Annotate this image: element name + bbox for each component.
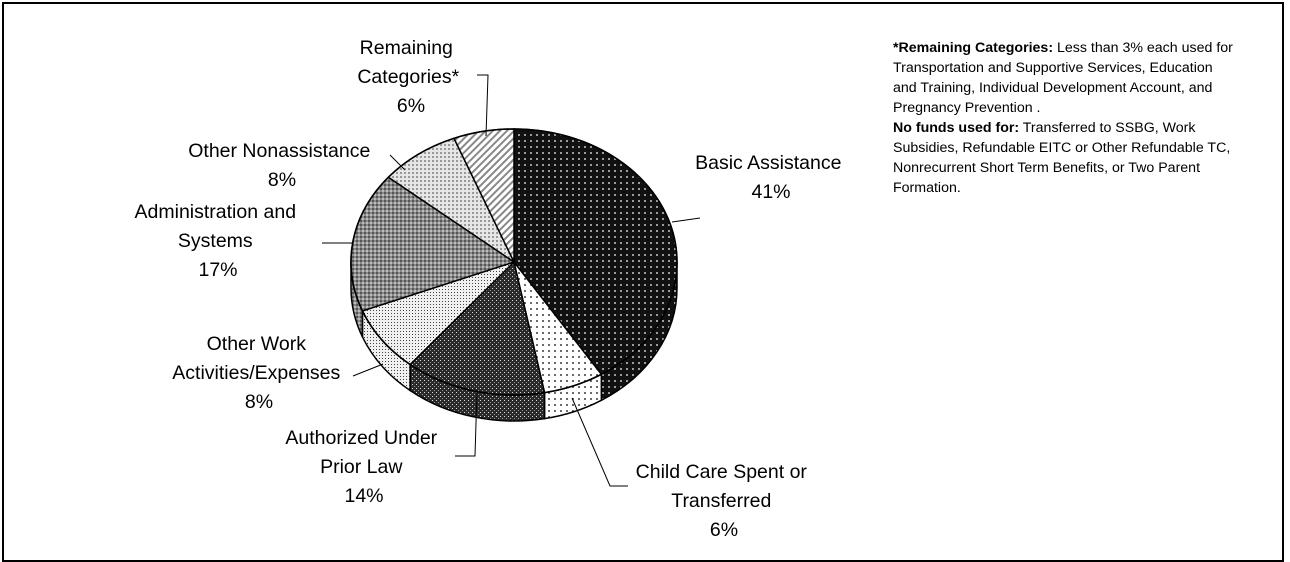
label-remaining-line1: Remaining (360, 37, 453, 59)
label-basic: Basic Assistance 41% (695, 152, 847, 203)
footnote-panel: *Remaining Categories: Less than 3% each… (893, 38, 1233, 198)
label-basic-line1: Basic Assistance (695, 152, 841, 174)
leader-priorlaw (455, 389, 478, 457)
label-nonassistance-pct: 8% (268, 169, 296, 191)
pie-outer-ring (350, 128, 678, 396)
label-childcare-line1: Child Care Spent or (636, 461, 808, 483)
label-admin-line2: Systems (178, 230, 253, 252)
pie-chart: Remaining Categories* 6% Other Nonassist… (135, 37, 847, 541)
leader-lines (322, 74, 701, 487)
label-nonassistance: Other Nonassistance 8% (188, 140, 376, 191)
remaining-note-heading: *Remaining Categories: (893, 40, 1054, 56)
label-priorlaw-pct: 14% (344, 485, 383, 507)
remaining-note-text: Less than 3% each used for Transportatio… (893, 40, 1233, 116)
label-remaining-pct: 6% (397, 95, 425, 117)
nofunds-note-heading: No funds used for: (893, 120, 1020, 136)
label-priorlaw-line1: Authorized Under (285, 427, 437, 449)
leader-basic (671, 217, 701, 223)
remaining-note: *Remaining Categories: Less than 3% each… (893, 38, 1233, 118)
label-otherwork: Other Work Activities/Expenses 8% (172, 333, 345, 413)
label-admin: Administration and Systems 17% (135, 201, 302, 281)
label-otherwork-line2: Activities/Expenses (172, 362, 340, 384)
pie-slices (350, 128, 678, 422)
leader-otherwork (352, 363, 384, 377)
nofunds-note: No funds used for: Transferred to SSBG, … (893, 118, 1233, 198)
label-admin-line1: Administration and (135, 201, 297, 223)
pie-rim (350, 128, 678, 396)
nofunds-note-text: Transferred to SSBG, Work Subsidies, Ref… (893, 120, 1231, 196)
label-remaining: Remaining Categories* 6% (357, 37, 464, 117)
label-childcare: Child Care Spent or Transferred 6% (636, 461, 813, 541)
leader-remaining (477, 74, 489, 137)
label-admin-pct: 17% (198, 259, 237, 281)
label-nonassistance-line1: Other Nonassistance (188, 140, 370, 162)
leader-nonassistance (389, 154, 406, 171)
label-otherwork-pct: 8% (245, 391, 273, 413)
label-childcare-line2: Transferred (671, 490, 771, 512)
label-basic-pct: 41% (751, 181, 790, 203)
label-remaining-line2: Categories* (357, 66, 459, 88)
label-priorlaw: Authorized Under Prior Law 14% (285, 427, 442, 507)
leader-childcare (571, 397, 628, 487)
label-childcare-pct: 6% (710, 519, 738, 541)
label-priorlaw-line2: Prior Law (320, 456, 403, 478)
label-otherwork-line1: Other Work (207, 333, 307, 355)
